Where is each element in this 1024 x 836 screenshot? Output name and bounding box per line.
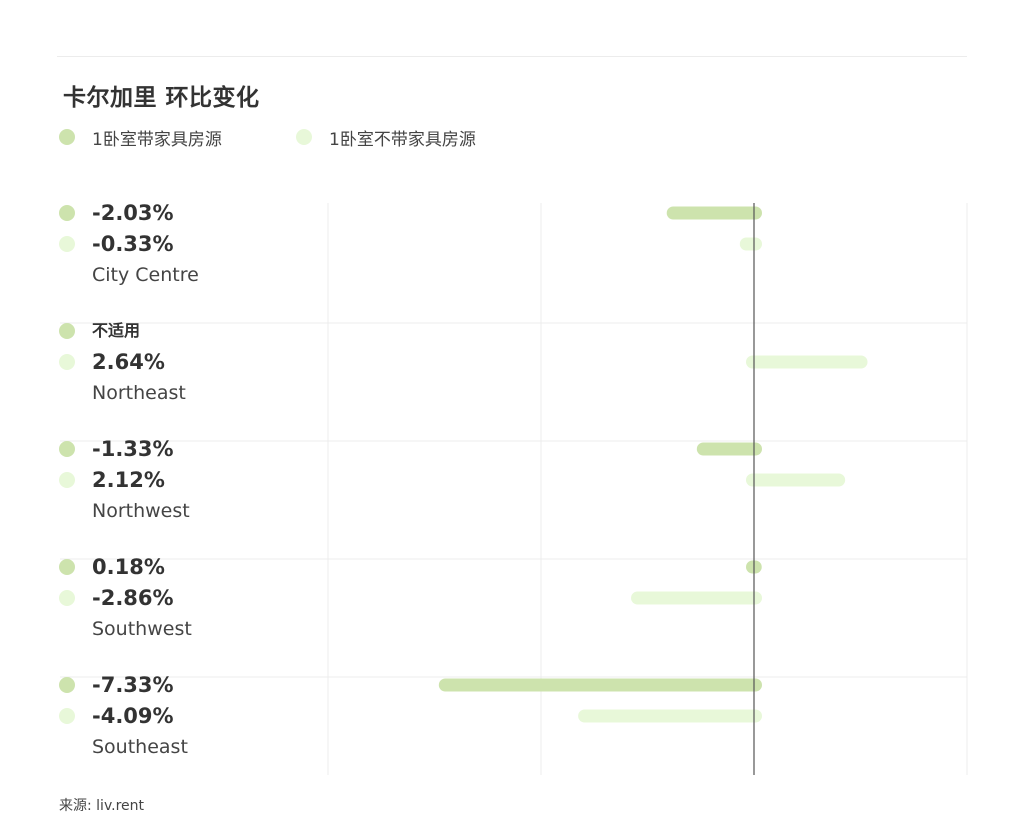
legend-dot-unfurnished [296, 129, 312, 145]
data-label-unfurnished: -0.33% [92, 232, 174, 256]
bar-unfurnished-northeast [746, 355, 868, 369]
source-credit: 来源: liv.rent [59, 798, 145, 814]
series-dot-furnished [59, 205, 75, 221]
category-label: Southeast [92, 736, 188, 758]
category-label: Northwest [92, 500, 190, 522]
legend-dot-furnished [59, 129, 75, 145]
series-dot-unfurnished [59, 590, 75, 606]
category-label: Northeast [92, 382, 186, 404]
category-label: Southwest [92, 618, 192, 640]
top-divider [57, 56, 967, 57]
data-label-unfurnished: -4.09% [92, 704, 174, 728]
series-dot-furnished [59, 677, 75, 693]
data-label-unfurnished: -2.86% [92, 586, 174, 610]
chart-title: 卡尔加里 环比变化 [63, 85, 260, 111]
data-label-furnished: -2.03% [92, 201, 174, 225]
bar-furnished-southeast [438, 678, 762, 692]
data-label-furnished: 不适用 [92, 321, 141, 340]
bar-furnished-northwest [696, 442, 762, 456]
series-dot-unfurnished [59, 354, 75, 370]
bar-unfurnished-northwest [746, 473, 846, 487]
legend-item-furnished: 1卧室带家具房源 [59, 124, 222, 150]
series-dot-furnished [59, 323, 75, 339]
series-dot-furnished [59, 559, 75, 575]
series-dot-unfurnished [59, 708, 75, 724]
series-dot-unfurnished [59, 236, 75, 252]
bar-unfurnished-southwest [631, 591, 762, 605]
series-dot-furnished [59, 441, 75, 457]
legend-item-unfurnished: 1卧室不带家具房源 [296, 124, 476, 150]
series-dot-unfurnished [59, 472, 75, 488]
data-label-furnished: 0.18% [92, 555, 165, 579]
data-label-furnished: -1.33% [92, 437, 174, 461]
bar-furnished-city-centre [666, 206, 762, 220]
data-label-furnished: -7.33% [92, 673, 174, 697]
bar-unfurnished-southeast [578, 709, 762, 723]
data-label-unfurnished: 2.12% [92, 468, 165, 492]
data-label-unfurnished: 2.64% [92, 350, 165, 374]
bar-unfurnished-city-centre [739, 237, 762, 251]
legend-label-unfurnished: 1卧室不带家具房源 [329, 129, 476, 150]
category-label: City Centre [92, 264, 199, 286]
legend-label-furnished: 1卧室带家具房源 [92, 129, 222, 150]
